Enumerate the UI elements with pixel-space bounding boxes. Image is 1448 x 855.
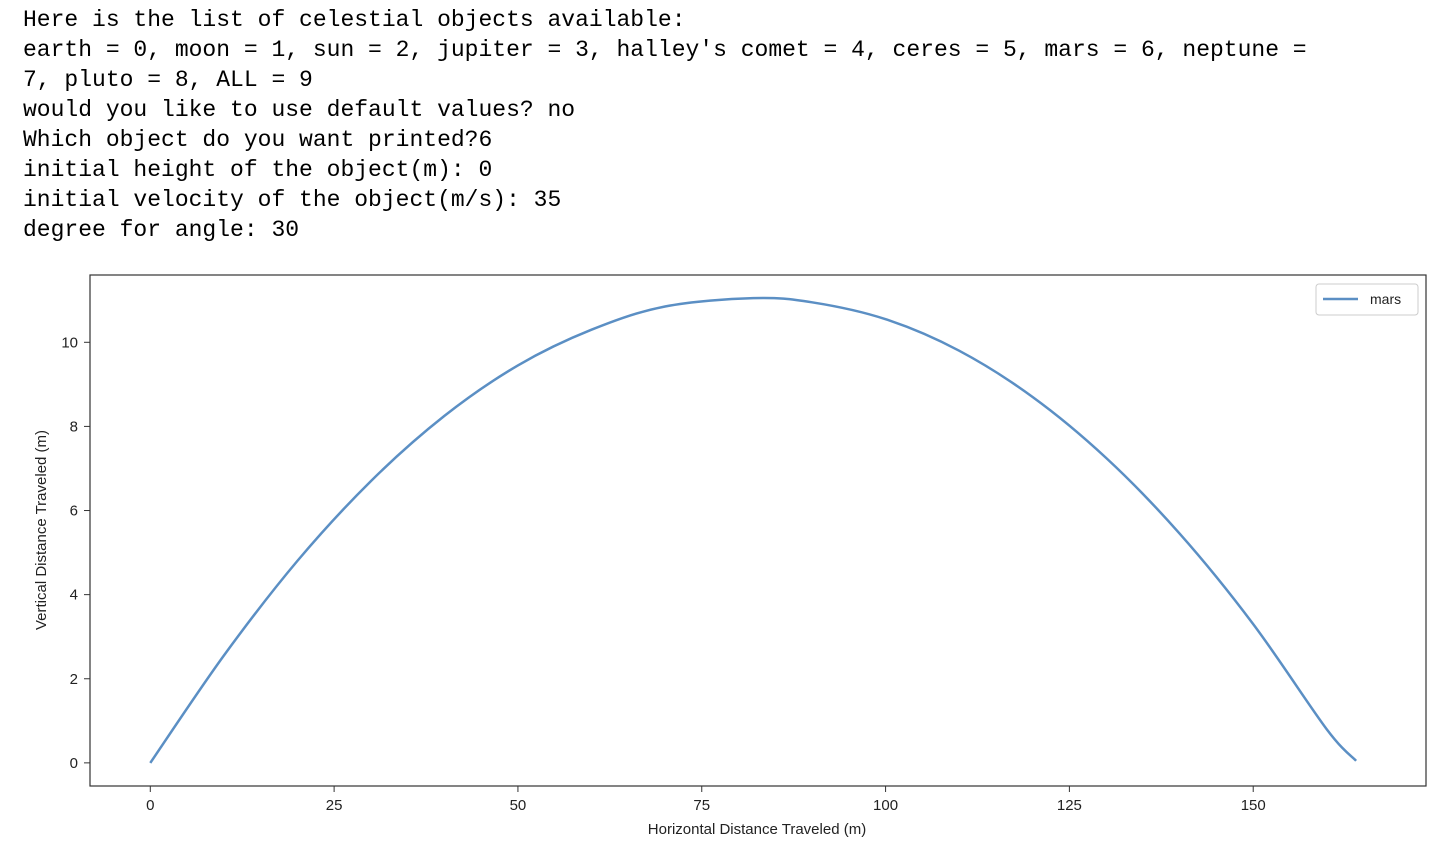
series-layer — [149, 296, 1358, 764]
y-tick-label: 0 — [70, 755, 78, 772]
legend-label: mars — [1370, 291, 1401, 307]
series-line-mars — [149, 296, 1358, 764]
x-tick-label: 100 — [873, 797, 898, 814]
console-line: earth = 0, moon = 1, sun = 2, jupiter = … — [23, 37, 1307, 63]
x-tick-label: 150 — [1241, 797, 1266, 814]
plot-area-frame — [89, 274, 1427, 787]
y-tick-label: 8 — [70, 418, 78, 435]
y-axis-ticks: 0 2 4 6 8 10 — [61, 334, 90, 772]
console-line: degree for angle: 30 — [23, 217, 300, 243]
x-axis-label: Horizontal Distance Traveled (m) — [648, 821, 866, 838]
y-axis-label: Vertical Distance Traveled (m) — [33, 430, 50, 630]
x-tick-label: 75 — [693, 797, 710, 814]
x-tick-label: 50 — [510, 797, 527, 814]
console-line: initial velocity of the object(m/s): 35 — [23, 187, 562, 213]
trajectory-chart: 0 25 50 75 100 125 150 0 2 4 6 8 10 Horizontal Dist… — [33, 274, 1427, 838]
y-tick-label: 2 — [70, 671, 78, 688]
console-line: Which object do you want printed?6 — [23, 127, 493, 153]
y-tick-label: 6 — [70, 503, 78, 520]
legend: mars — [1315, 283, 1419, 316]
y-tick-label: 10 — [61, 334, 78, 351]
console-line: 7, pluto = 8, ALL = 9 — [23, 67, 313, 93]
plot-output: 0 25 50 75 100 125 150 0 2 4 6 8 10 Horizontal Dist… — [0, 262, 1448, 850]
x-axis-ticks: 0 25 50 75 100 125 150 — [146, 786, 1266, 814]
console-line: Here is the list of celestial objects av… — [23, 7, 686, 33]
x-tick-label: 0 — [146, 797, 154, 814]
legend-box — [1315, 283, 1419, 316]
y-tick-label: 4 — [70, 587, 78, 604]
x-tick-label: 125 — [1057, 797, 1082, 814]
console-line: initial height of the object(m): 0 — [23, 157, 493, 183]
x-tick-label: 25 — [326, 797, 343, 814]
console-output: Here is the list of celestial objects av… — [23, 5, 1443, 245]
console-line: would you like to use default values? no — [23, 97, 576, 123]
